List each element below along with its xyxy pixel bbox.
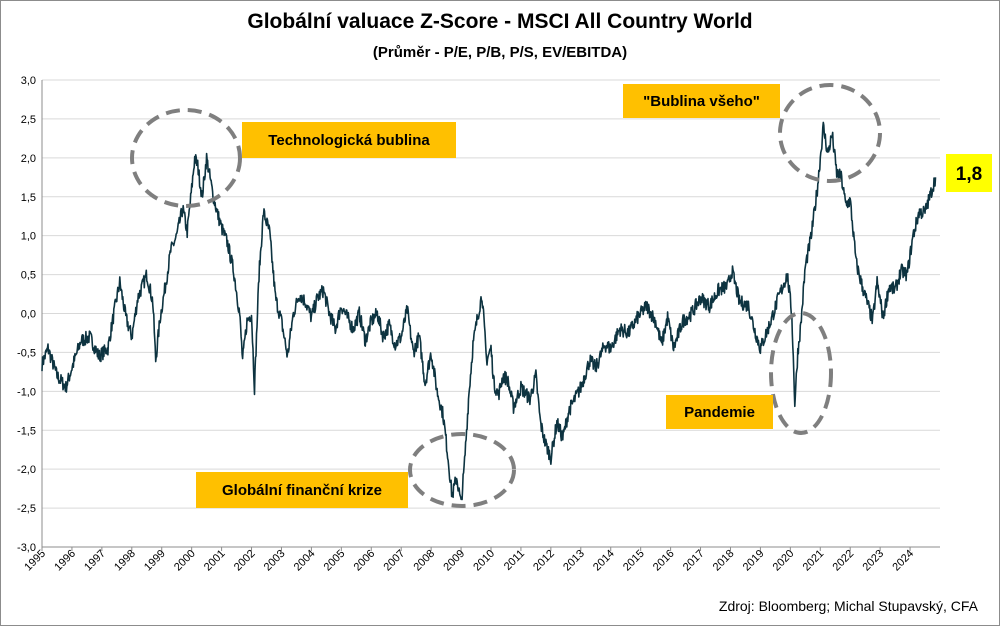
y-tick-label: 3,0 [21, 75, 36, 87]
x-tick-label: 2012 [531, 548, 557, 574]
annotation-box [666, 395, 773, 429]
x-tick-label: 2006 [352, 548, 378, 574]
x-tick-label: 2008 [411, 548, 437, 574]
annotation-box [242, 122, 456, 158]
annotation-circle [408, 432, 516, 508]
annotation-circle [769, 311, 833, 435]
x-tick-label: 2022 [831, 548, 857, 574]
x-tick-label: 1999 [142, 548, 168, 574]
x-tick-label: 2015 [621, 548, 647, 574]
x-tick-label: 2013 [561, 548, 587, 574]
y-tick-label: -0,5 [17, 347, 36, 359]
source-note: Zdroj: Bloomberg; Michal Stupavský, CFA [718, 598, 978, 614]
annotation-box [623, 84, 780, 118]
x-tick-label: 2001 [202, 548, 228, 574]
y-tick-label: -1,0 [17, 386, 36, 398]
chart-subtitle: (Průměr - P/E, P/B, P/S, EV/EBITDA) [372, 44, 628, 61]
y-tick-label: 1,5 [21, 192, 36, 204]
x-tick-label: 2003 [262, 548, 288, 574]
last-value-box [946, 154, 992, 192]
y-tick-label: 0,0 [21, 309, 36, 321]
x-tick-label: 1998 [112, 548, 138, 574]
y-tick-label: 0,5 [21, 270, 36, 282]
annotation-box [196, 472, 408, 508]
annotation-label: "Bublina všeho" [643, 93, 760, 110]
x-tick-label: 2018 [711, 548, 737, 574]
x-tick-label: 2016 [651, 548, 677, 574]
x-tick-label: 2014 [591, 548, 617, 574]
x-tick-label: 2005 [322, 548, 348, 574]
series-line [41, 121, 937, 501]
y-tick-label: -2,0 [17, 464, 36, 476]
annotation-label: Pandemie [684, 404, 755, 421]
x-tick-label: 1996 [52, 548, 78, 574]
y-tick-label: -3,0 [17, 542, 36, 554]
x-tick-label: 2011 [502, 548, 527, 573]
y-tick-label: 1,0 [21, 231, 36, 243]
annotation-label: Technologická bublina [268, 132, 430, 149]
x-tick-label: 2004 [292, 548, 318, 574]
annotation-circle [778, 83, 882, 183]
x-tick-label: 2000 [172, 548, 198, 574]
y-tick-label: 2,5 [21, 114, 36, 126]
x-tick-label: 2019 [741, 548, 767, 574]
x-tick-label: 2021 [801, 548, 827, 574]
x-tick-label: 2010 [471, 548, 497, 574]
annotation-circle [130, 108, 242, 208]
x-tick-label: 2017 [681, 548, 707, 574]
y-tick-label: 2,0 [21, 153, 36, 165]
x-tick-label: 2020 [771, 548, 797, 574]
x-tick-label: 2007 [382, 548, 408, 574]
x-tick-label: 2009 [441, 548, 467, 574]
y-tick-label: -1,5 [17, 425, 36, 437]
annotation-label: Globální finanční krize [222, 482, 382, 499]
x-tick-label: 2023 [860, 548, 886, 574]
last-value-label: 1,8 [956, 164, 982, 185]
chart-title: Globální valuace Z-Score - MSCI All Coun… [247, 10, 753, 33]
x-tick-label: 1997 [82, 548, 108, 574]
x-tick-label: 2002 [232, 548, 258, 574]
x-tick-label: 2024 [890, 548, 916, 574]
y-tick-label: -2,5 [17, 503, 36, 515]
